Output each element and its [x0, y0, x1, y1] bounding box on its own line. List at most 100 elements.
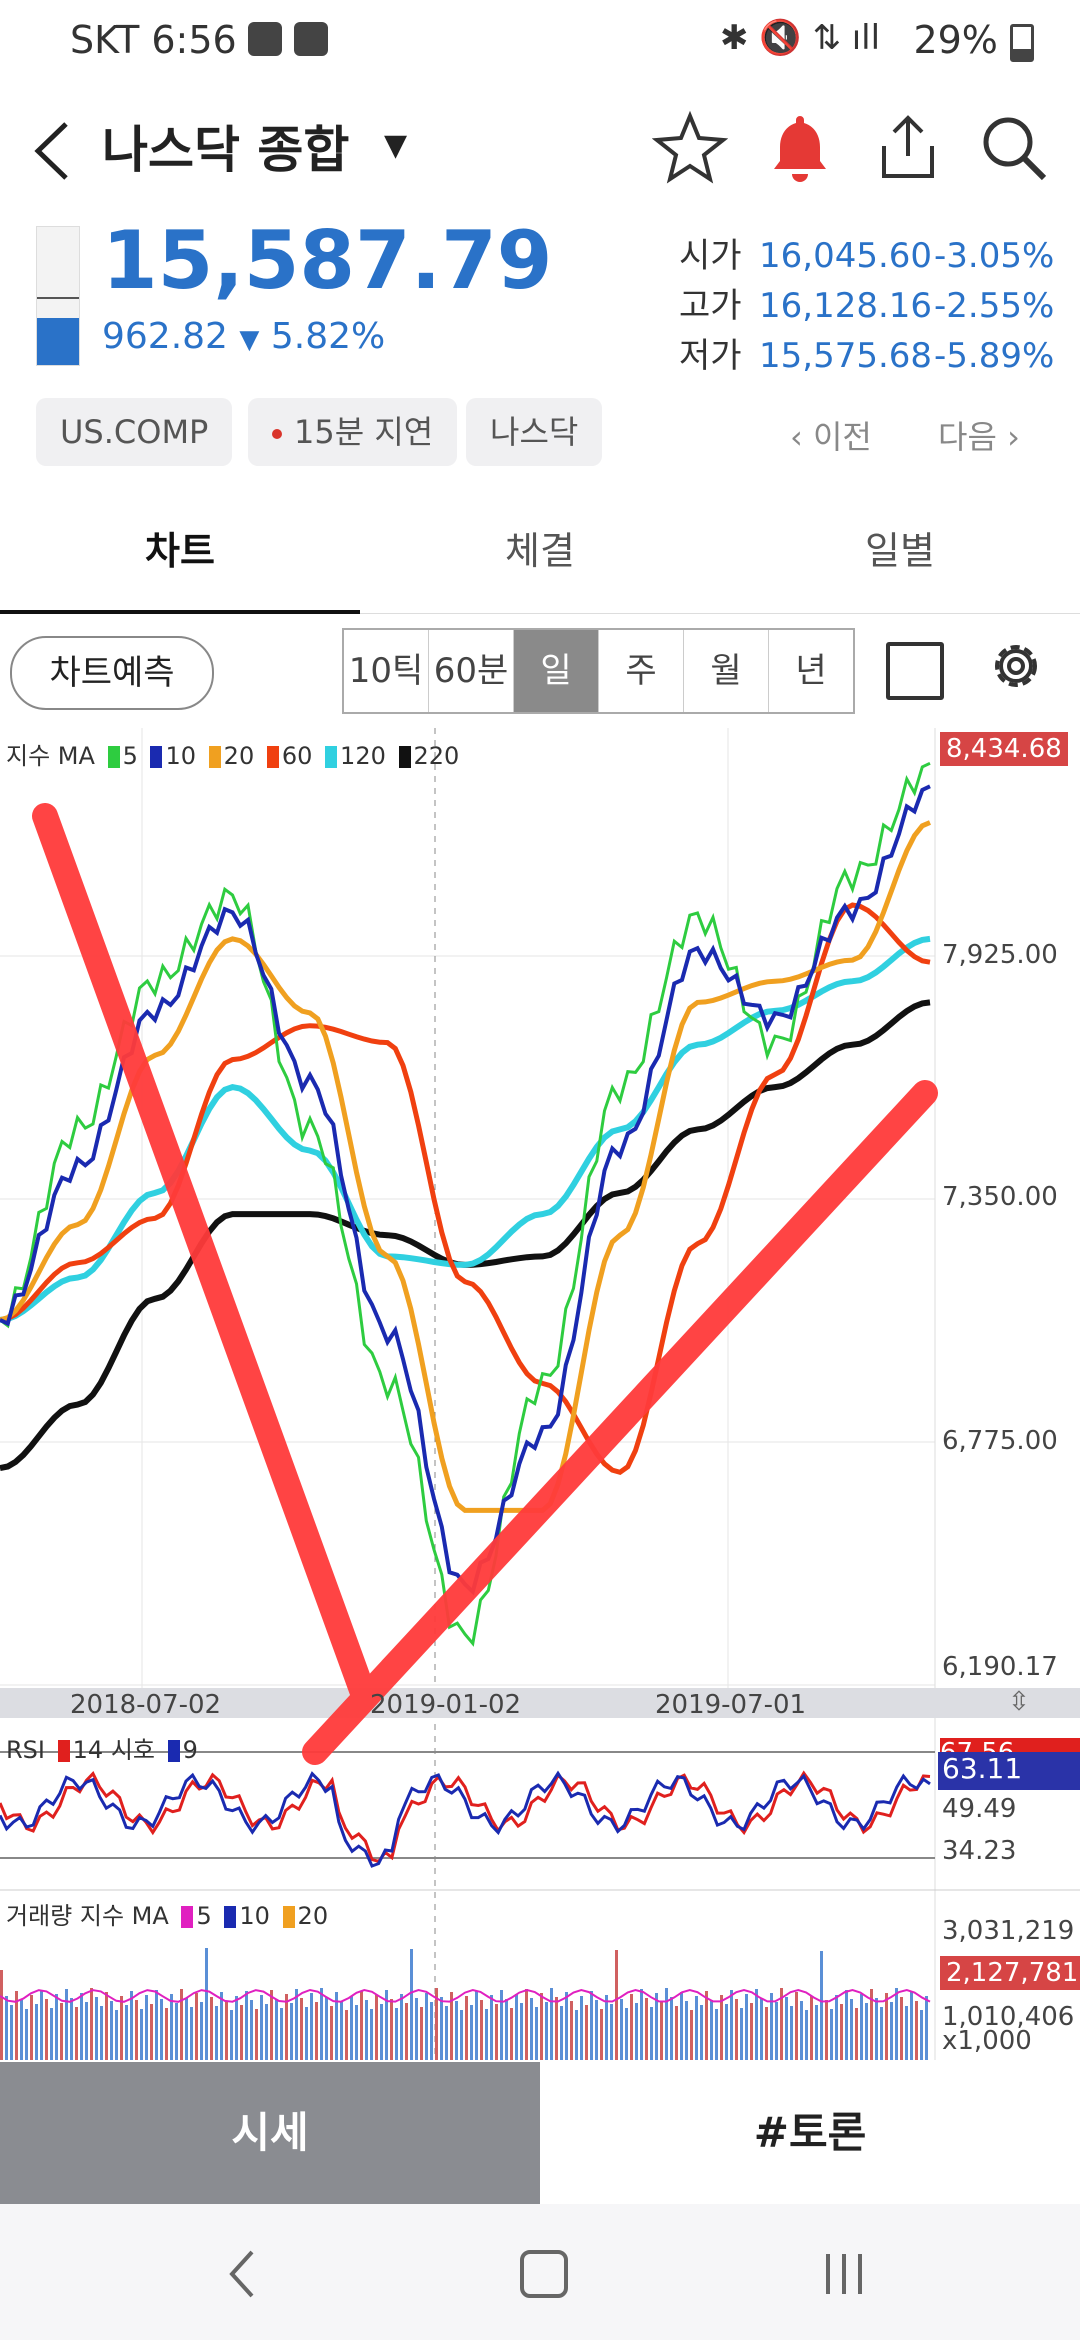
volume-bar [85, 2002, 88, 2060]
volume-bar [865, 2003, 868, 2060]
tab-daily[interactable]: 일별 [865, 529, 935, 573]
chart-predict-button[interactable]: 차트예측 [10, 636, 214, 710]
volume-bar [825, 2000, 828, 2060]
volume-bar [45, 1999, 48, 2060]
search-icon[interactable] [976, 110, 1052, 186]
next-button[interactable]: 다음 › [938, 418, 1020, 456]
recents-icon[interactable] [820, 2250, 870, 2298]
down-arrow-icon: ▼ [239, 325, 260, 355]
tab-trades[interactable]: 체결 [505, 529, 575, 573]
pay-icon [294, 22, 328, 56]
price-chart[interactable]: ⇳ [0, 728, 1080, 2060]
volume-bar [300, 1998, 303, 2060]
home-icon[interactable] [520, 2250, 568, 2298]
bell-icon[interactable] [762, 110, 838, 186]
rsi-line [0, 1770, 931, 1864]
volume-bar [415, 1998, 418, 2060]
back-icon[interactable] [222, 2244, 262, 2304]
volume-bar [145, 1995, 148, 2060]
volume-unit: x1,000 [942, 2026, 1032, 2056]
volume-bar [230, 2010, 233, 2060]
volume-ma-line [0, 1988, 931, 2003]
volume-bar [525, 1989, 528, 2060]
exchange-chip[interactable]: 나스닥 [466, 398, 603, 466]
volume-bar [670, 1997, 673, 2060]
volume-bar [720, 1995, 723, 2060]
volume-bar [390, 1999, 393, 2060]
volume-bar [255, 2009, 258, 2060]
volume-bar [795, 1992, 798, 2060]
period-60min[interactable]: 60분 [429, 630, 514, 712]
gallery-icon [248, 22, 282, 56]
status-bar: SKT 6:56 ✱ 🔇 ⇅ ıll 29% [0, 0, 1080, 86]
volume-bar [580, 1996, 583, 2060]
y-tick: 7,925.00 [942, 940, 1058, 970]
symbol-chip[interactable]: US.COMP [36, 398, 233, 466]
period-selector[interactable]: 10틱 60분 일 주 월 년 [342, 628, 855, 714]
volume-bar [595, 2000, 598, 2060]
volume-bar [570, 2001, 573, 2060]
volume-bar [420, 2007, 423, 2060]
volume-bar [845, 1990, 848, 2060]
price-change: 962.82 ▼ 5.82% [102, 316, 386, 357]
tab-quote[interactable]: 시세 [0, 2062, 540, 2204]
volume-bar [240, 2005, 243, 2060]
volume-bar [400, 1994, 403, 2060]
volume-bar [265, 2004, 268, 2060]
dropdown-caret-icon[interactable]: ▼ [384, 128, 408, 163]
volume-bar [680, 1992, 683, 2060]
volume-bar [715, 2009, 718, 2060]
volume-bar [645, 1998, 648, 2060]
period-week[interactable]: 주 [599, 630, 684, 712]
volume-bar [55, 1994, 58, 2060]
y-tick: 34.23 [942, 1836, 1017, 1866]
gear-icon[interactable] [986, 636, 1046, 696]
period-day[interactable]: 일 [514, 630, 599, 712]
tab-chart[interactable]: 차트 [145, 529, 215, 573]
volume-bar [545, 2002, 548, 2060]
back-icon[interactable] [26, 116, 76, 186]
period-10tick[interactable]: 10틱 [344, 630, 429, 712]
volume-bar [205, 1948, 208, 2060]
volume-bar [475, 1991, 478, 2060]
volume-bar [450, 1992, 453, 2060]
fullscreen-icon[interactable] [886, 642, 944, 700]
period-month[interactable]: 월 [684, 630, 769, 712]
volume-bar [315, 2002, 318, 2060]
volume-bar [740, 2008, 743, 2060]
volume-bar [870, 1989, 873, 2060]
volume-bar [510, 2008, 513, 2060]
volume-bar [480, 2000, 483, 2060]
volume-bar [860, 1994, 863, 2060]
volume-bar [855, 2008, 858, 2060]
volume-bar [155, 1990, 158, 2060]
price-line [0, 761, 931, 1647]
volume-bar [375, 1995, 378, 2060]
page-title[interactable]: 나스닥 종합 [102, 121, 350, 179]
volume-bar [140, 2009, 143, 2060]
volume-bar [95, 1997, 98, 2060]
prev-button[interactable]: ‹ 이전 [790, 418, 872, 456]
delay-chip[interactable]: 15분 지연 [248, 398, 458, 466]
volume-bar [770, 1993, 773, 2060]
ma120-line [0, 935, 931, 1323]
share-icon[interactable] [870, 110, 946, 186]
volume-bar [800, 2001, 803, 2060]
volume-bar [760, 1998, 763, 2060]
star-icon[interactable] [652, 110, 728, 186]
volume-bar [900, 1997, 903, 2060]
volume-bar [235, 1996, 238, 2060]
volume-bar [530, 1998, 533, 2060]
volume-bar [60, 2003, 63, 2060]
volume-bar [575, 2010, 578, 2060]
period-year[interactable]: 년 [795, 651, 827, 691]
ma60-line [0, 902, 931, 1476]
volume-bar [185, 1998, 188, 2060]
rsi-current-value: 63.11 [938, 1752, 1080, 1790]
volume-bar [915, 2001, 918, 2060]
volume-bar [695, 1996, 698, 2060]
volume-bar [395, 2008, 398, 2060]
volume-bar [105, 1992, 108, 2060]
tab-discussion[interactable]: #토론 [540, 2062, 1080, 2204]
volume-bar [660, 2002, 663, 2060]
